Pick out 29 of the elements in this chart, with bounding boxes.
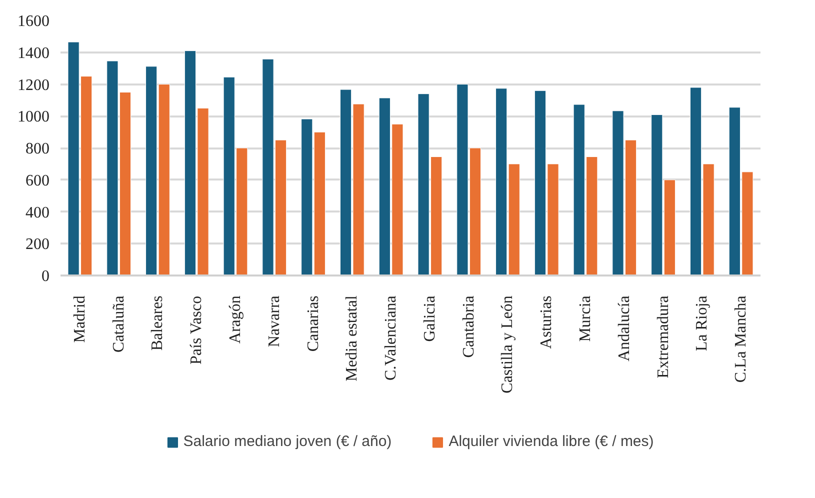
x-tick-label: Asturias (538, 296, 556, 349)
x-tick-label: País Vasco (188, 296, 206, 364)
x-tick-label: Navarra (266, 296, 283, 348)
x-tick-label: Cantabria (460, 296, 478, 358)
y-tick-label: 0 (42, 268, 50, 285)
x-tick-label: Madrid (71, 296, 88, 343)
y-tick-label: 1000 (18, 108, 50, 126)
x-tick-label: La Rioja (694, 296, 711, 352)
y-tick-label: 600 (26, 172, 50, 190)
y-tick-label: 1200 (18, 76, 50, 94)
y-tick-label: 800 (26, 140, 50, 158)
x-tick-label: C.Valenciana (382, 296, 400, 380)
x-tick-label: Galicia (421, 296, 438, 342)
legend-label: Alquiler vivienda libre (€ / mes) (448, 433, 654, 450)
x-tick-label: Castilla y León (499, 296, 516, 394)
x-tick-label: Murcia (577, 296, 594, 342)
y-tick-label: 200 (26, 236, 50, 254)
x-tick-label: C.La Mancha (732, 296, 750, 383)
y-tick-label: 400 (26, 204, 50, 222)
x-tick-label: Aragón (227, 296, 244, 344)
x-tick-label: Media estatal (344, 295, 361, 382)
x-tick-label: Extremadura (654, 296, 672, 378)
y-tick-label: 1600 (18, 13, 50, 30)
y-tick-label: 1400 (18, 44, 50, 62)
x-tick-label: Cataluña (110, 296, 128, 352)
x-tick-label: Canarias (304, 296, 322, 352)
x-tick-label: Andalucía (616, 296, 633, 362)
x-tick-label: Baleares (149, 296, 166, 351)
legend-label: Salario mediano joven (€ / año) (183, 433, 392, 450)
